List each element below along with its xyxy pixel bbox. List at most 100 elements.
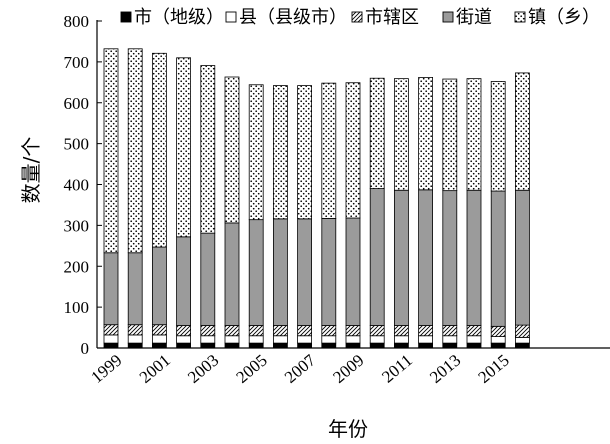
bar-segment-series-4 bbox=[393, 78, 409, 191]
bar-segment-series-1 bbox=[345, 335, 361, 344]
x-tick-label: 2009 bbox=[329, 351, 367, 387]
bar-segment-series-3 bbox=[515, 189, 530, 326]
x-axis-ticks: 1999 2001 2003 2005 2007 2009 2011 2013 2015 bbox=[87, 344, 523, 387]
bar-segment-series-1 bbox=[272, 335, 288, 344]
bar-stack-2005 bbox=[248, 84, 264, 349]
bar-segment-series-4 bbox=[369, 77, 385, 189]
bar-segment-series-3 bbox=[127, 252, 143, 326]
bar-segment-series-2 bbox=[442, 325, 458, 337]
x-tick-label: 2001 bbox=[136, 351, 174, 387]
y-tick-label: 600 bbox=[64, 94, 90, 113]
bar-segment-series-4 bbox=[127, 48, 143, 254]
legend-label-2: 市辖区 bbox=[365, 7, 419, 28]
bar-stack-2015 bbox=[490, 81, 506, 349]
bar-stack-1999 bbox=[103, 48, 119, 349]
bar-segment-series-3 bbox=[490, 190, 506, 327]
bar-segment-series-3 bbox=[466, 189, 482, 326]
bar-segment-series-4 bbox=[200, 65, 216, 234]
y-tick-label: 400 bbox=[64, 176, 90, 195]
legend-swatch-4 bbox=[514, 11, 526, 23]
bar-segment-series-2 bbox=[248, 325, 264, 337]
bar-stack-2004 bbox=[224, 76, 240, 349]
bar-segment-series-2 bbox=[418, 325, 434, 337]
bar-segment-series-2 bbox=[369, 325, 385, 337]
bar-segment-series-2 bbox=[345, 325, 361, 337]
bar-segment-series-1 bbox=[127, 334, 143, 344]
bar-stack-2011 bbox=[393, 78, 409, 349]
bar-stack-2012 bbox=[418, 77, 434, 349]
bar-segment-series-2 bbox=[127, 324, 143, 336]
bar-segment-series-1 bbox=[490, 336, 506, 344]
bar-segment-series-3 bbox=[345, 217, 361, 326]
x-tick-label: 2003 bbox=[184, 351, 222, 387]
legend-swatch-1 bbox=[225, 11, 237, 23]
bar-segment-series-3 bbox=[200, 232, 216, 326]
bar-segment-series-1 bbox=[200, 335, 216, 344]
bar-segment-series-4 bbox=[418, 77, 434, 191]
legend-label-4: 镇（乡） bbox=[528, 7, 600, 28]
bar-segment-series-1 bbox=[393, 335, 409, 344]
y-tick-label: 700 bbox=[64, 53, 90, 72]
y-tick-label: 500 bbox=[64, 135, 90, 154]
bar-segment-series-3 bbox=[297, 218, 313, 326]
x-tick-label: 2013 bbox=[426, 351, 464, 387]
bar-stack-2008 bbox=[321, 82, 337, 349]
bar-segment-series-1 bbox=[369, 335, 385, 344]
y-axis-title: 数量/个 bbox=[19, 137, 43, 204]
x-axis-title: 年份 bbox=[328, 417, 368, 441]
bar-segment-series-4 bbox=[490, 81, 506, 192]
bar-segment-series-2 bbox=[490, 325, 506, 337]
bar-segment-series-2 bbox=[151, 324, 167, 336]
bar-segment-series-3 bbox=[418, 189, 434, 326]
bar-stack-2013 bbox=[442, 78, 458, 349]
y-tick-label: 300 bbox=[64, 216, 90, 235]
legend: 市（地级） 县（县级市） 市辖区 街道 镇（乡） bbox=[120, 7, 600, 28]
legend-swatch-0 bbox=[120, 11, 132, 23]
bar-stack-2010 bbox=[369, 77, 385, 349]
bar-segment-series-3 bbox=[272, 218, 288, 326]
bar-segment-series-1 bbox=[103, 334, 119, 344]
x-tick-label: 2007 bbox=[281, 350, 320, 387]
bar-segment-series-4 bbox=[297, 85, 313, 220]
bars-group bbox=[103, 48, 530, 349]
bar-segment-series-4 bbox=[515, 72, 530, 191]
x-tick-label: 2005 bbox=[233, 351, 271, 387]
bar-segment-series-3 bbox=[224, 222, 240, 326]
bar-stack-2002 bbox=[176, 57, 192, 349]
bar-stack-2001 bbox=[151, 52, 167, 349]
bar-segment-series-2 bbox=[466, 325, 482, 337]
x-tick-label: 1999 bbox=[87, 351, 125, 387]
bar-segment-series-3 bbox=[151, 246, 167, 326]
bar-segment-series-4 bbox=[321, 82, 337, 219]
bar-segment-series-3 bbox=[321, 218, 337, 326]
bar-segment-series-4 bbox=[103, 48, 119, 254]
bar-segment-series-4 bbox=[176, 57, 192, 238]
bar-segment-series-4 bbox=[224, 76, 240, 224]
legend-label-1: 县（县级市） bbox=[239, 7, 347, 28]
bar-segment-series-3 bbox=[103, 252, 119, 326]
bar-segment-series-1 bbox=[321, 335, 337, 344]
bar-stack-2009 bbox=[345, 82, 361, 349]
bar-segment-series-3 bbox=[248, 219, 264, 326]
bar-segment-series-2 bbox=[515, 324, 530, 338]
bar-segment-series-1 bbox=[466, 335, 482, 344]
bar-segment-series-4 bbox=[272, 85, 288, 220]
bar-stack-2016 bbox=[515, 72, 530, 349]
bar-segment-series-4 bbox=[345, 82, 361, 219]
legend-swatch-3 bbox=[442, 11, 454, 23]
y-tick-label: 0 bbox=[81, 339, 90, 358]
bar-segment-series-3 bbox=[393, 189, 409, 326]
bar-stack-2007 bbox=[297, 85, 313, 349]
bar-segment-series-2 bbox=[224, 325, 240, 337]
y-tick-label: 100 bbox=[64, 298, 90, 317]
bar-segment-series-4 bbox=[466, 78, 482, 191]
y-axis-ticks: 0 100 200 300 400 500 600 700 800 bbox=[64, 12, 102, 358]
bar-stack-2014 bbox=[466, 78, 482, 349]
bar-segment-series-1 bbox=[224, 335, 240, 344]
bar-segment-series-4 bbox=[248, 84, 264, 221]
bar-segment-series-2 bbox=[321, 325, 337, 337]
bar-stack-2003 bbox=[200, 65, 216, 349]
bar-segment-series-2 bbox=[103, 324, 119, 336]
legend-label-3: 街道 bbox=[456, 7, 492, 28]
